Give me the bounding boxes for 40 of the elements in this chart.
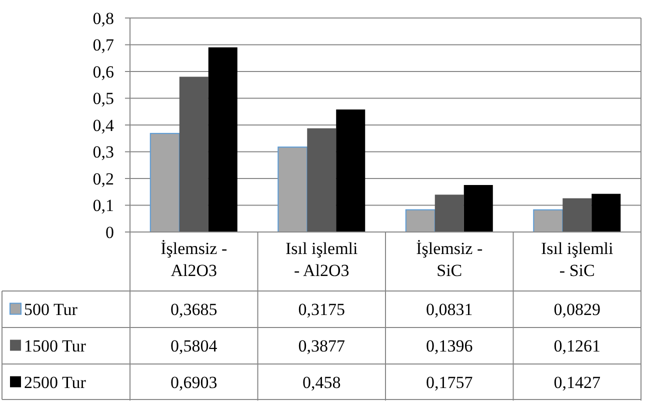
- bar: [464, 185, 493, 232]
- data-label: 0,0829: [554, 300, 600, 320]
- data-label: 0,3685: [170, 300, 218, 320]
- y-tick-label: 0,6: [92, 62, 114, 82]
- y-tick-label: 0,4: [92, 116, 114, 135]
- bar: [405, 209, 436, 232]
- y-tick-label: 0,5: [92, 89, 114, 108]
- x-tick-label: Isıl işlemli - SiC: [541, 239, 614, 280]
- data-label: 0,6903: [170, 373, 218, 392]
- data-label: 0,3877: [298, 336, 346, 356]
- y-tick-label: 0,7: [92, 36, 114, 55]
- data-label: 0,1261: [554, 336, 600, 356]
- data-label: 0,1427: [554, 373, 601, 392]
- bar: [336, 109, 366, 232]
- bar: [592, 194, 621, 232]
- bar: [562, 198, 592, 232]
- legend-label: 1500 Tur: [24, 336, 86, 356]
- bar: [150, 132, 180, 232]
- x-tick-label: İşlemsiz - Al2O3: [160, 239, 228, 280]
- x-tick-label: İşlemsiz - SiC: [416, 239, 483, 280]
- data-label: 0,1757: [426, 373, 474, 392]
- data-label: 0,5804: [170, 336, 218, 356]
- bar: [434, 194, 464, 232]
- bar: [533, 209, 564, 232]
- y-tick-label: 0,2: [92, 169, 114, 188]
- legend-label: 500 Tur: [24, 300, 78, 320]
- y-tick-label: 0,1: [92, 196, 114, 216]
- y-tick-label: 0: [106, 222, 114, 242]
- bar: [179, 76, 208, 232]
- data-label: 0,3175: [298, 300, 345, 320]
- data-label: 0,0831: [426, 300, 473, 320]
- bar: [278, 146, 308, 232]
- legend-label: 2500 Tur: [24, 373, 86, 392]
- bar: [307, 128, 336, 232]
- data-label: 0,1396: [426, 336, 473, 356]
- data-label: 0,458: [302, 373, 341, 392]
- x-tick-label: Isıl işlemli - Al2O3: [286, 239, 358, 280]
- y-tick-label: 0,3: [92, 142, 114, 162]
- y-tick-label: 0,8: [92, 8, 114, 28]
- bar: [208, 47, 238, 232]
